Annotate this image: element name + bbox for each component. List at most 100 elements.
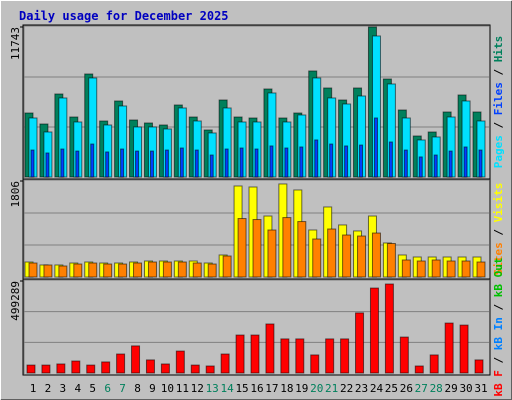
bar: [431, 259, 441, 278]
bar: [448, 150, 453, 178]
bar: [224, 148, 229, 178]
bar: [147, 261, 157, 278]
bar: [299, 146, 304, 178]
bar: [194, 149, 199, 178]
bar: [30, 149, 35, 178]
legend-separator: /: [492, 222, 505, 242]
bar: [192, 262, 202, 278]
x-tick-label: 29: [445, 382, 458, 395]
bar: [105, 151, 110, 178]
bar: [414, 365, 424, 374]
x-tick-label: 23: [355, 382, 368, 395]
bar: [60, 148, 65, 178]
x-tick-label: 15: [235, 382, 248, 395]
bar: [73, 263, 83, 278]
bar: [327, 228, 337, 278]
bar: [399, 336, 409, 374]
bar: [131, 345, 141, 374]
bar: [56, 363, 66, 374]
x-tick-label: 20: [310, 382, 323, 395]
bar: [149, 150, 154, 178]
legend-separator: /: [492, 297, 505, 317]
bar: [267, 229, 277, 278]
x-tick-label: 22: [340, 382, 353, 395]
x-tick-label: 19: [295, 382, 308, 395]
x-tick-label: 25: [385, 382, 398, 395]
bar: [120, 148, 125, 178]
bar: [118, 263, 128, 278]
x-tick-label: 2: [45, 382, 52, 395]
bar: [342, 234, 352, 278]
bar: [340, 338, 350, 374]
bar: [314, 139, 319, 178]
bar: [295, 338, 305, 374]
y-tick-label: 11743: [9, 27, 22, 60]
bar: [433, 154, 438, 178]
x-tick-label: 4: [74, 382, 81, 395]
bar: [359, 144, 364, 178]
x-tick-label: 26: [400, 382, 413, 395]
bar: [101, 361, 111, 374]
bar: [403, 149, 408, 178]
bar: [297, 221, 307, 278]
bar: [28, 262, 38, 278]
bar: [179, 147, 184, 178]
bar: [103, 263, 113, 278]
bar: [58, 265, 68, 278]
bar: [371, 232, 381, 278]
bar: [429, 354, 439, 374]
x-tick-label: 5: [89, 382, 96, 395]
legend-entry: Visits: [492, 183, 505, 223]
bar: [43, 264, 53, 278]
bar: [476, 261, 486, 278]
bar: [254, 148, 259, 178]
legend-separator: /: [492, 350, 505, 370]
bar: [459, 324, 469, 374]
bar: [386, 243, 396, 278]
bar: [280, 338, 290, 374]
bar: [250, 334, 260, 374]
bar: [160, 363, 170, 374]
x-tick-label: 14: [221, 382, 235, 395]
legend: Pages / Files / Hits: [492, 36, 505, 169]
bar: [133, 262, 143, 278]
bar: [239, 147, 244, 178]
x-tick-label: 7: [119, 382, 126, 395]
x-tick-label: 10: [161, 382, 174, 395]
x-tick-label: 18: [280, 382, 293, 395]
legend-entry: Sites: [492, 242, 505, 275]
x-tick-label: 21: [325, 382, 338, 395]
bar: [344, 145, 349, 178]
x-tick-label: 30: [459, 382, 472, 395]
bar: [463, 146, 468, 178]
bar: [177, 261, 187, 278]
x-tick-label: 31: [474, 382, 487, 395]
bar: [222, 255, 232, 278]
bar: [310, 354, 320, 374]
bar: [45, 152, 50, 178]
bar: [116, 353, 126, 374]
bar: [312, 238, 322, 278]
bar: [269, 145, 274, 178]
bar: [478, 149, 483, 178]
bar: [86, 364, 96, 374]
bar: [446, 260, 456, 278]
bar: [71, 360, 81, 374]
bar: [416, 260, 426, 278]
bar: [26, 364, 36, 374]
bar: [164, 149, 169, 178]
x-tick-label: 9: [149, 382, 156, 395]
x-tick-label: 1: [30, 382, 37, 395]
x-tick-label: 8: [134, 382, 141, 395]
x-tick-label: 24: [370, 382, 384, 395]
bar: [207, 263, 217, 278]
legend-entry: Files: [492, 82, 505, 115]
x-tick-label: 16: [250, 382, 263, 395]
bar: [205, 365, 215, 374]
bar: [135, 150, 140, 178]
bar: [444, 322, 454, 374]
legend-entry: Pages: [492, 135, 505, 168]
x-tick-label: 12: [191, 382, 204, 395]
